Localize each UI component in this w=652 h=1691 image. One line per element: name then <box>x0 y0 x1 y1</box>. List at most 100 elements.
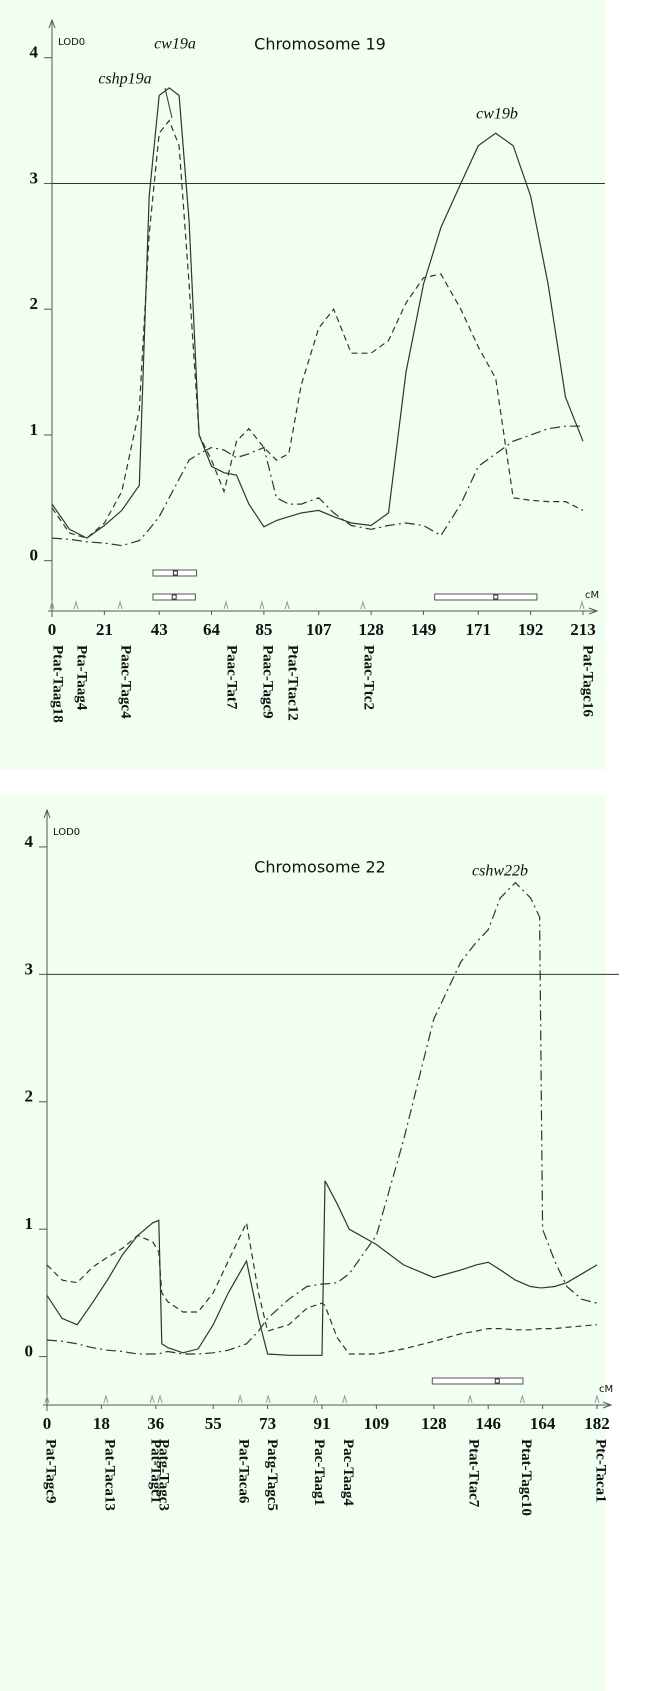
x-tick-label: 107 <box>306 620 332 639</box>
interval-peak <box>494 1378 500 1384</box>
y-tick-label: 4 <box>30 43 39 62</box>
marker-label: Pta-Taag4 <box>73 645 89 711</box>
marker-label: Pac-Taag1 <box>311 1439 327 1506</box>
x-tick-label: 109 <box>364 1414 390 1433</box>
marker-arrow <box>579 600 585 610</box>
lod-curve <box>51 87 584 539</box>
x-axis-label: cM <box>599 1384 613 1395</box>
marker-label: Paac-Tagc4 <box>118 645 134 719</box>
chart-title: Chromosome 22 <box>254 858 386 877</box>
lod-curve <box>51 119 584 539</box>
panel-background <box>0 795 605 1691</box>
y-tick-label: 4 <box>25 832 34 851</box>
x-tick-label: 18 <box>93 1414 110 1433</box>
interval-peak <box>171 594 177 600</box>
y-tick-label: 1 <box>30 420 39 439</box>
marker-label: Ptat-Taag18 <box>50 645 66 723</box>
marker-arrow <box>149 1394 155 1404</box>
marker-arrow <box>223 600 229 610</box>
confidence-interval <box>431 1377 524 1385</box>
marker-arrow <box>360 600 366 610</box>
x-tick-label: 21 <box>96 620 113 639</box>
interval-peak <box>493 594 499 600</box>
marker-label: Pac-Taag4 <box>340 1439 356 1506</box>
marker-arrow <box>519 1394 525 1404</box>
x-axis-arrow <box>602 1401 613 1409</box>
marker-arrow <box>259 600 265 610</box>
x-tick-label: 36 <box>147 1414 164 1433</box>
lod-curve <box>51 425 583 547</box>
x-tick-label: 128 <box>421 1414 447 1433</box>
y-tick-label: 2 <box>30 294 39 313</box>
marker-arrow <box>342 1394 348 1404</box>
peak-annotation: cw19b <box>476 106 518 123</box>
y-tick-label: 1 <box>25 1214 34 1233</box>
interval-peak <box>172 570 178 576</box>
marker-label: Pat-Tagc9 <box>43 1439 59 1503</box>
y-tick-label: 0 <box>30 546 39 565</box>
peak-annotation: cshp19a <box>98 71 151 88</box>
marker-label: Ptc-Taca1 <box>593 1439 609 1503</box>
y-axis-label: LOD0 <box>58 37 85 48</box>
y-tick-label: 3 <box>25 959 34 978</box>
x-tick-label: 91 <box>314 1414 331 1433</box>
y-axis-arrow <box>48 18 56 29</box>
marker-arrow <box>44 1394 50 1404</box>
marker-arrow <box>594 1394 600 1404</box>
confidence-interval <box>434 593 538 601</box>
chart-title: Chromosome 19 <box>254 35 386 54</box>
marker-label: Pat-Taca13 <box>101 1439 117 1511</box>
x-tick-label: 213 <box>570 620 596 639</box>
marker-arrow <box>265 1394 271 1404</box>
marker-arrow <box>103 1394 109 1404</box>
y-tick-label: 0 <box>25 1341 34 1360</box>
x-tick-label: 55 <box>205 1414 222 1433</box>
x-tick-label: 64 <box>203 620 221 639</box>
peak-annotation: cw19a <box>154 36 196 53</box>
marker-label: Paac-Tagc9 <box>259 645 275 719</box>
peak-annotation: cshw22b <box>472 863 528 880</box>
marker-label: Ptat-Ttac12 <box>285 645 301 721</box>
marker-label: Pat-Tagc16 <box>580 645 596 717</box>
marker-arrow <box>313 1394 319 1404</box>
marker-arrow <box>73 600 79 610</box>
y-axis-label: LOD0 <box>53 827 80 838</box>
x-tick-label: 128 <box>358 620 384 639</box>
marker-label: Patg-Tagc3 <box>156 1439 172 1511</box>
y-tick-label: 2 <box>25 1087 34 1106</box>
x-tick-label: 149 <box>411 620 437 639</box>
marker-arrow <box>284 600 290 610</box>
x-tick-label: 171 <box>466 620 492 639</box>
marker-label: Ptat-Tagc10 <box>518 1439 534 1516</box>
marker-label: Pat-Taca6 <box>236 1439 252 1504</box>
annotation-leader <box>164 87 173 119</box>
marker-label: Ptat-Ttac7 <box>466 1439 482 1508</box>
x-axis-label: cM <box>585 590 599 601</box>
marker-label: Patg-Tagc5 <box>264 1439 280 1511</box>
confidence-interval <box>152 593 196 601</box>
x-tick-label: 182 <box>584 1414 610 1433</box>
marker-arrow <box>49 600 55 610</box>
x-tick-label: 164 <box>530 1414 556 1433</box>
marker-arrow <box>237 1394 243 1404</box>
x-tick-label: 73 <box>259 1414 276 1433</box>
x-tick-label: 0 <box>43 1414 52 1433</box>
y-axis-arrow <box>43 808 51 819</box>
x-tick-label: 146 <box>475 1414 501 1433</box>
lod-curve <box>46 1180 598 1356</box>
lod-curve <box>46 881 598 1355</box>
x-tick-label: 85 <box>255 620 272 639</box>
marker-label: Paac-Ttc2 <box>360 645 376 710</box>
marker-label: Paac-Tat7 <box>224 645 240 710</box>
marker-arrow <box>157 1394 163 1404</box>
x-tick-label: 0 <box>48 620 57 639</box>
x-tick-label: 192 <box>518 620 544 639</box>
marker-arrow <box>117 600 123 610</box>
x-tick-label: 43 <box>151 620 168 639</box>
x-axis-arrow <box>588 607 599 615</box>
confidence-interval <box>152 569 198 577</box>
marker-label: Pat-Tagc1 <box>148 1439 164 1503</box>
marker-arrow <box>467 1394 473 1404</box>
panel-background <box>0 0 605 770</box>
